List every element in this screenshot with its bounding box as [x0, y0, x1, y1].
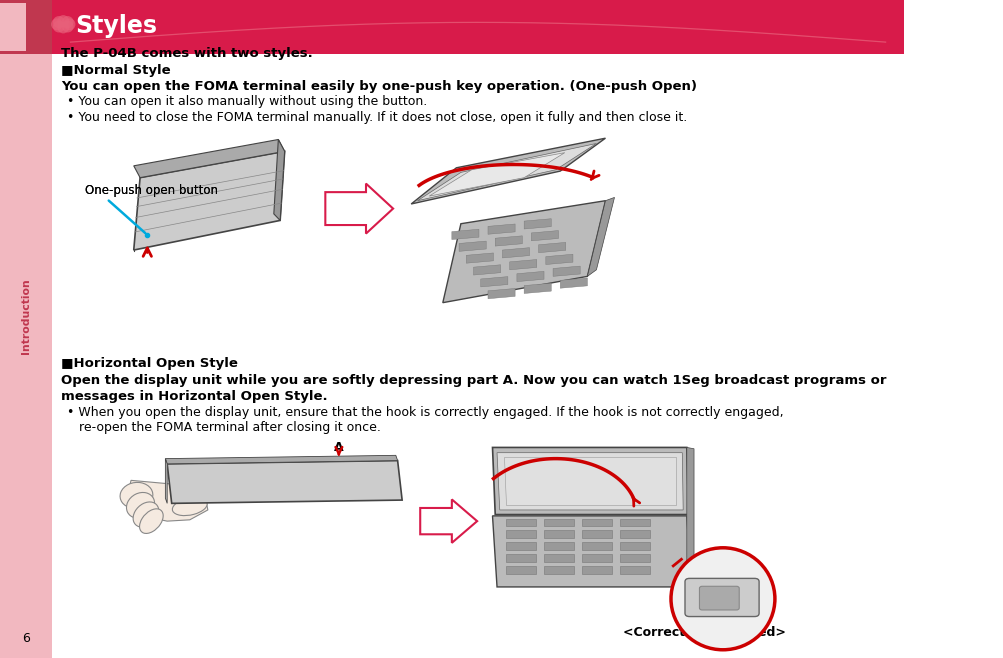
Polygon shape: [560, 278, 587, 288]
Bar: [619, 542, 649, 550]
Ellipse shape: [120, 482, 152, 509]
Polygon shape: [165, 459, 168, 503]
Text: A: A: [334, 441, 343, 454]
Polygon shape: [546, 254, 573, 265]
Ellipse shape: [126, 492, 154, 519]
Bar: [544, 554, 574, 562]
Bar: [0, 0, 52, 658]
Text: re-open the FOMA terminal after closing it once.: re-open the FOMA terminal after closing …: [67, 421, 380, 434]
Ellipse shape: [53, 20, 64, 32]
Polygon shape: [168, 461, 402, 503]
Polygon shape: [458, 241, 485, 251]
Bar: [506, 530, 536, 538]
Polygon shape: [411, 138, 605, 204]
Polygon shape: [420, 499, 476, 543]
Polygon shape: [133, 139, 285, 178]
Polygon shape: [442, 201, 605, 303]
Polygon shape: [487, 224, 515, 234]
Text: • You can open it also manually without using the button.: • You can open it also manually without …: [67, 95, 426, 109]
Polygon shape: [126, 480, 208, 521]
FancyBboxPatch shape: [699, 586, 738, 610]
Polygon shape: [531, 230, 558, 241]
Bar: [544, 566, 574, 574]
Bar: [582, 542, 611, 550]
Text: <Correctly positioned>: <Correctly positioned>: [623, 626, 785, 640]
Polygon shape: [473, 265, 500, 275]
Ellipse shape: [133, 502, 158, 527]
Bar: [582, 554, 611, 562]
Bar: [619, 530, 649, 538]
Bar: [582, 530, 611, 538]
Polygon shape: [494, 236, 522, 246]
Polygon shape: [451, 229, 478, 240]
Polygon shape: [524, 283, 551, 293]
Ellipse shape: [62, 16, 73, 28]
Polygon shape: [480, 276, 508, 287]
Polygon shape: [504, 457, 675, 505]
Bar: [619, 554, 649, 562]
Text: messages in Horizontal Open Style.: messages in Horizontal Open Style.: [61, 390, 328, 403]
Text: You can open the FOMA terminal easily by one-push key operation. (One-push Open): You can open the FOMA terminal easily by…: [61, 80, 697, 93]
Polygon shape: [517, 271, 544, 282]
Polygon shape: [502, 247, 529, 258]
Polygon shape: [429, 153, 565, 196]
Polygon shape: [325, 184, 393, 234]
Ellipse shape: [53, 16, 64, 28]
Bar: [0, 0, 52, 54]
Polygon shape: [487, 288, 515, 299]
Polygon shape: [524, 218, 551, 229]
Polygon shape: [496, 453, 682, 510]
Text: The P-04B comes with two styles.: The P-04B comes with two styles.: [61, 47, 313, 61]
Polygon shape: [510, 259, 537, 270]
Bar: [544, 530, 574, 538]
Ellipse shape: [57, 22, 69, 34]
Bar: [52, 0, 903, 54]
Text: One-push open button: One-push open button: [85, 184, 218, 197]
Polygon shape: [133, 151, 285, 250]
Bar: [0, 3, 26, 51]
Bar: [544, 519, 574, 526]
Ellipse shape: [57, 15, 69, 27]
Bar: [582, 566, 611, 574]
Polygon shape: [492, 447, 688, 515]
Polygon shape: [417, 143, 596, 201]
Polygon shape: [274, 139, 285, 220]
Polygon shape: [587, 197, 614, 276]
Text: ■Horizontal Open Style: ■Horizontal Open Style: [61, 357, 238, 370]
Polygon shape: [686, 447, 693, 588]
Ellipse shape: [51, 18, 63, 30]
Polygon shape: [165, 455, 397, 464]
Bar: [506, 519, 536, 526]
Bar: [582, 519, 611, 526]
Ellipse shape: [670, 547, 774, 650]
Text: Styles: Styles: [75, 14, 156, 38]
Text: ■Normal Style: ■Normal Style: [61, 64, 171, 77]
Ellipse shape: [62, 20, 73, 32]
Ellipse shape: [173, 497, 207, 516]
Text: Open the display unit while you are softly depressing part A. Now you can watch : Open the display unit while you are soft…: [61, 374, 886, 387]
Bar: [619, 566, 649, 574]
Polygon shape: [538, 242, 565, 253]
Polygon shape: [492, 516, 691, 587]
Polygon shape: [465, 253, 492, 263]
Ellipse shape: [139, 509, 163, 534]
Text: • You need to close the FOMA terminal manually. If it does not close, open it fu: • You need to close the FOMA terminal ma…: [67, 111, 686, 124]
Text: One-push open button: One-push open button: [85, 184, 218, 197]
Bar: [544, 542, 574, 550]
Text: Introduction: Introduction: [21, 278, 31, 354]
Bar: [506, 566, 536, 574]
Text: 6: 6: [22, 632, 30, 645]
Ellipse shape: [63, 18, 75, 30]
Bar: [506, 554, 536, 562]
Bar: [619, 519, 649, 526]
Bar: [506, 542, 536, 550]
Text: • When you open the display unit, ensure that the hook is correctly engaged. If : • When you open the display unit, ensure…: [67, 406, 782, 419]
Polygon shape: [553, 266, 580, 276]
FancyBboxPatch shape: [684, 578, 758, 617]
